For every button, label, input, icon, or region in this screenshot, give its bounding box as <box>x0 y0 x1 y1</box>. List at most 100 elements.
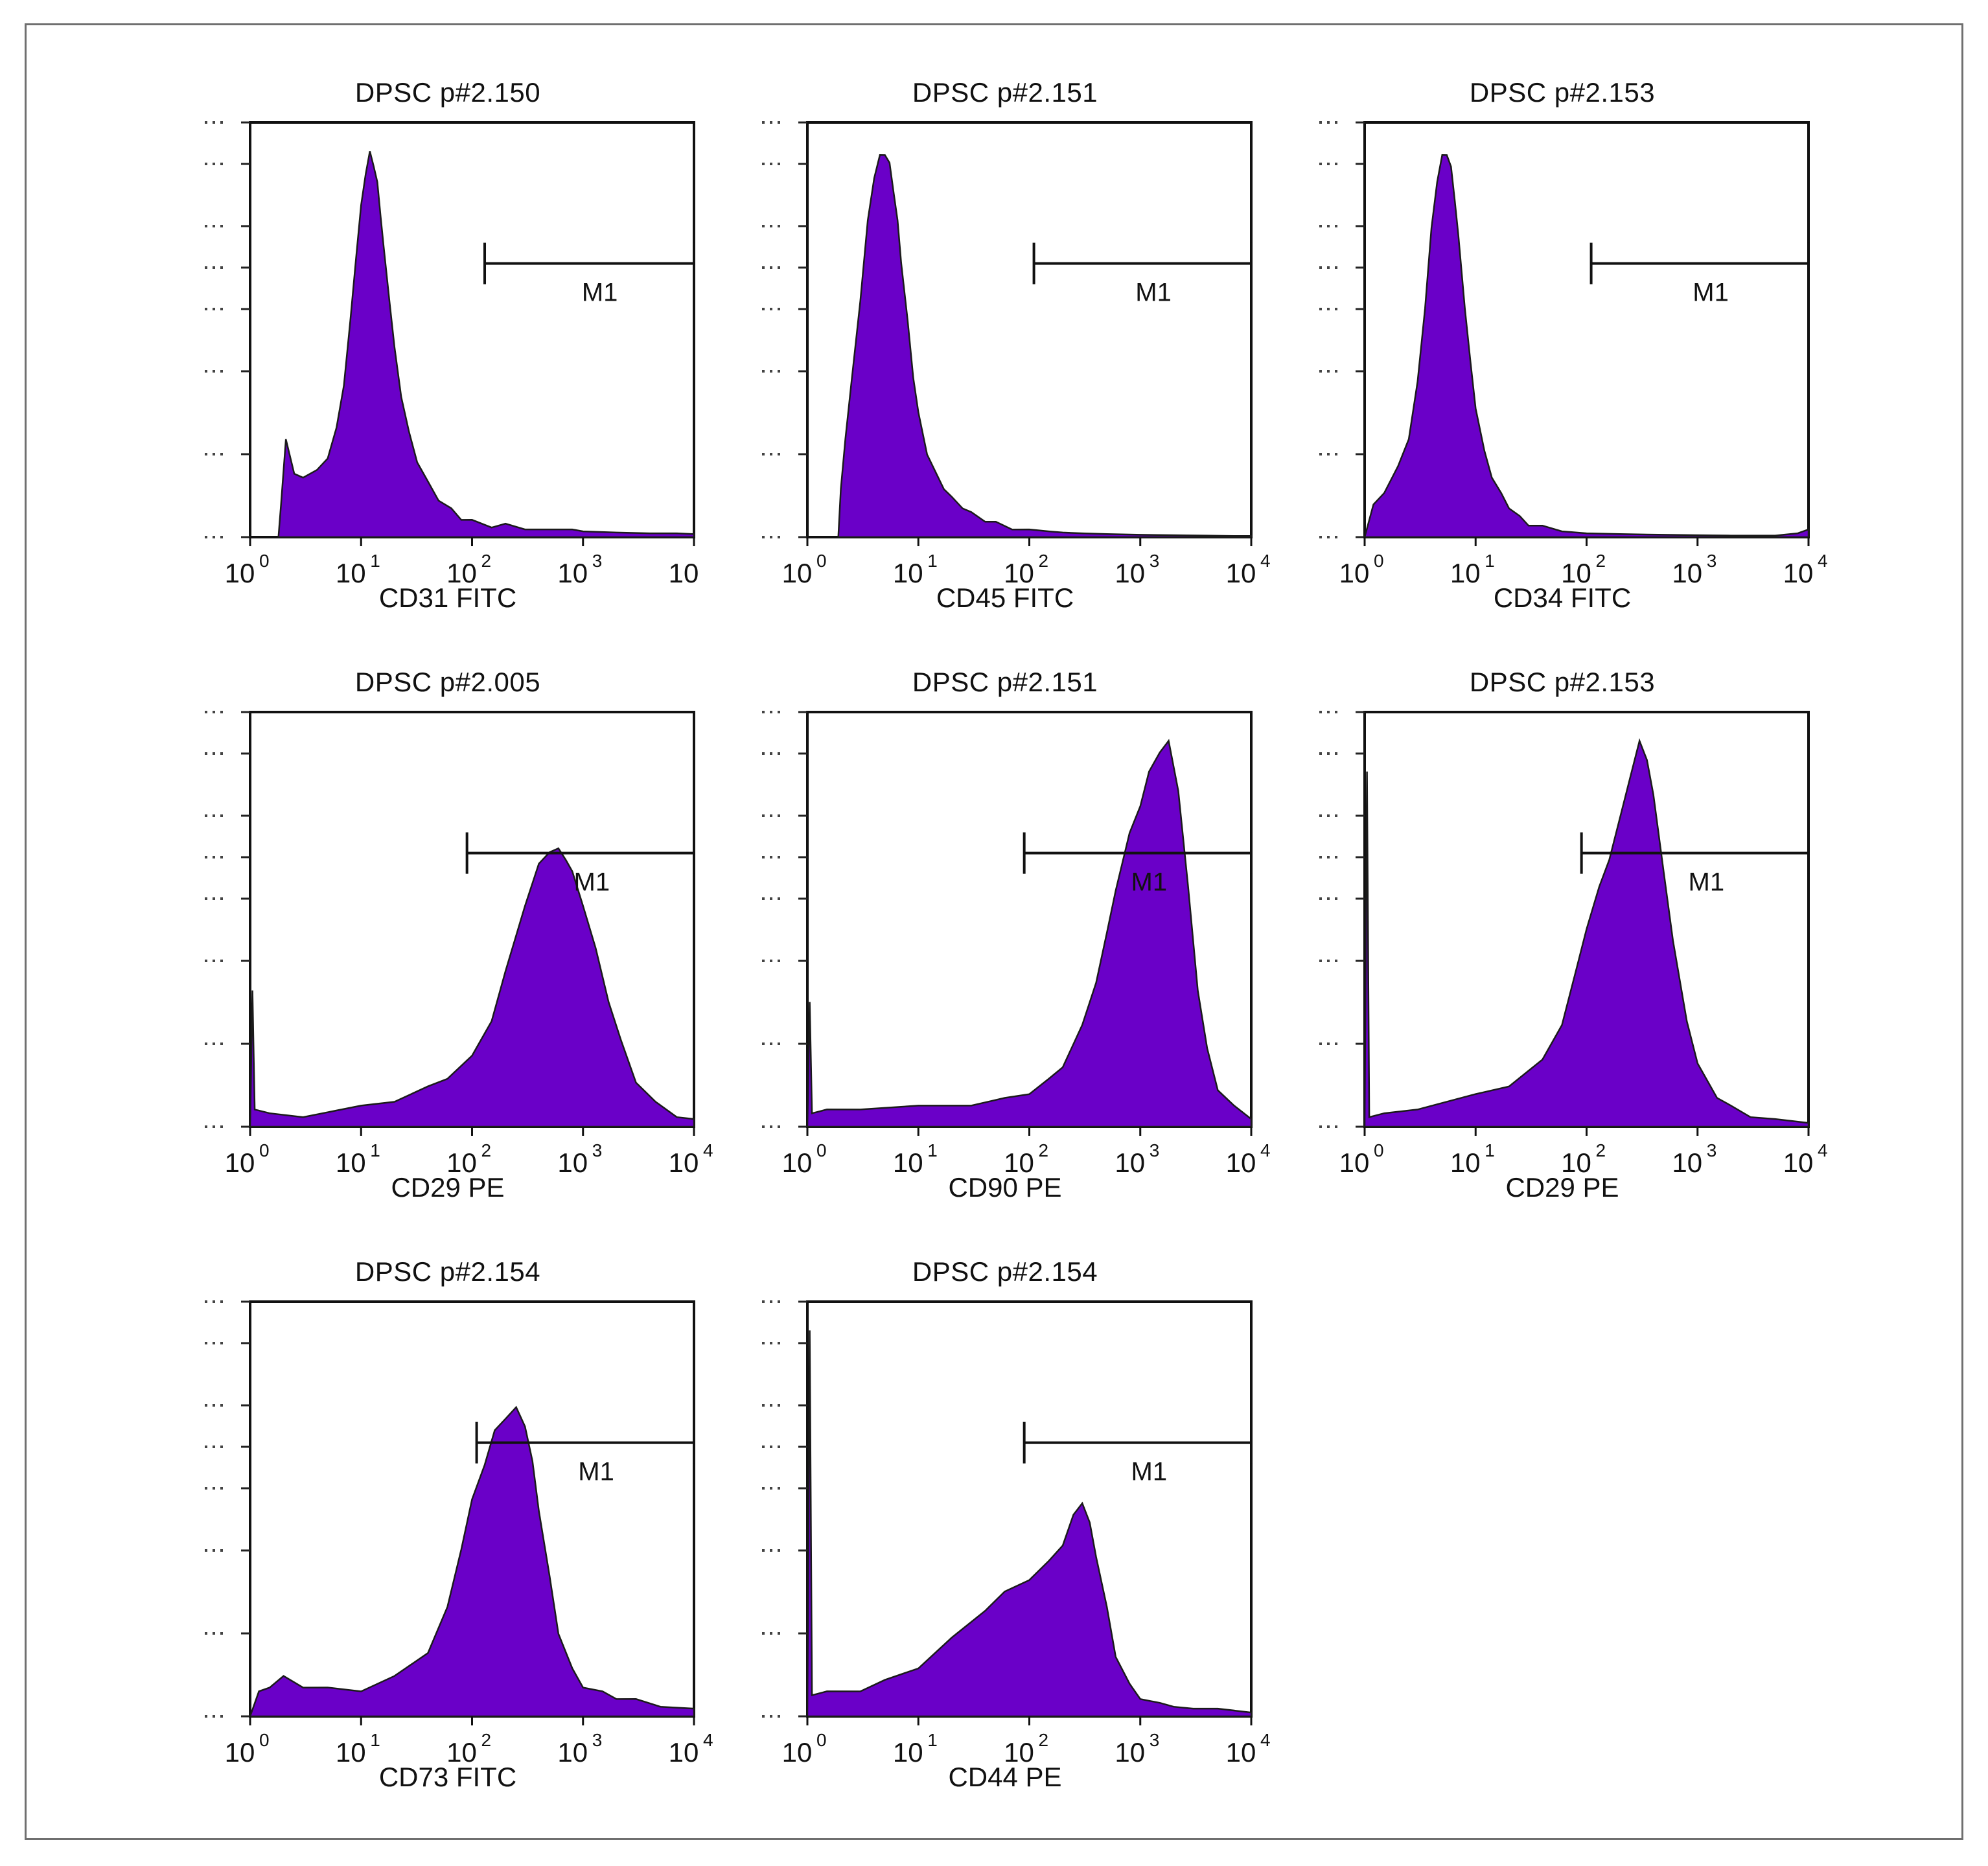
y-tick-dot <box>205 453 207 455</box>
gate-m1-label: M1 <box>1135 279 1172 307</box>
y-tick-dot <box>220 308 223 310</box>
y-tick-dot <box>213 1715 215 1718</box>
gate-m1-label: M1 <box>1131 1458 1168 1486</box>
x-tick-exponent: 3 <box>1707 1140 1717 1160</box>
y-tick-dot <box>762 370 765 373</box>
y-tick-dot <box>770 814 772 817</box>
x-tick-exponent: 1 <box>370 1140 380 1160</box>
y-tick-dot <box>770 1549 772 1552</box>
y-tick-dot <box>762 121 765 124</box>
histogram-panel-cd45: DPSC p#2.151 10 0 10 1 10 2 10 3 10 4 M1 CD45 FITC <box>688 77 1271 634</box>
y-tick-dot <box>220 1042 223 1045</box>
y-tick-dot <box>220 897 223 900</box>
y-tick-dot <box>1319 856 1322 858</box>
x-tick-exponent: 2 <box>1596 1140 1606 1160</box>
y-tick-dot <box>778 711 780 713</box>
y-tick-dot <box>205 1042 207 1045</box>
y-tick-dot <box>1319 752 1322 755</box>
x-axis-label: CD29 PE <box>391 1172 505 1203</box>
x-tick-exponent: 1 <box>1485 1140 1495 1160</box>
panel-title: DPSC p#2.154 <box>912 1256 1098 1287</box>
y-tick-dot <box>1327 856 1330 858</box>
histogram-panel-cd44: DPSC p#2.154 10 0 10 1 10 2 10 3 10 4 M1 CD44 PE <box>688 1256 1271 1814</box>
y-tick-dot <box>778 266 780 269</box>
y-tick-dot <box>762 1715 765 1718</box>
y-tick-dot <box>770 1125 772 1128</box>
y-tick-dot <box>770 1404 772 1407</box>
y-tick-dot <box>213 370 215 373</box>
y-tick-dot <box>213 121 215 124</box>
y-tick-dot <box>778 897 780 900</box>
x-tick-label: 10 <box>1783 1147 1814 1178</box>
y-tick-dot <box>213 1446 215 1448</box>
y-tick-dot <box>1319 1042 1322 1045</box>
y-tick-dot <box>1327 225 1330 227</box>
y-tick-dot <box>220 121 223 124</box>
y-tick-dot <box>762 453 765 455</box>
x-tick-exponent: 0 <box>816 1730 827 1750</box>
y-tick-dot <box>778 308 780 310</box>
y-tick-dot <box>770 536 772 538</box>
y-tick-dot <box>205 536 207 538</box>
x-tick-exponent: 1 <box>1485 551 1495 571</box>
y-tick-dot <box>220 1342 223 1344</box>
y-tick-dot <box>205 1446 207 1448</box>
y-tick-dot <box>205 1715 207 1718</box>
y-tick-dot <box>1327 1042 1330 1045</box>
x-tick-label: 10 <box>1226 1147 1256 1178</box>
y-tick-dot <box>1327 814 1330 817</box>
y-tick-dot <box>205 1632 207 1635</box>
x-tick-label: 10 <box>336 558 366 588</box>
y-tick-dot <box>220 1125 223 1128</box>
y-tick-dot <box>778 1042 780 1045</box>
y-tick-dot <box>778 1342 780 1344</box>
y-tick-dot <box>770 453 772 455</box>
gate-m1-label: M1 <box>574 868 610 897</box>
y-tick-dot <box>762 856 765 858</box>
y-tick-dot <box>213 308 215 310</box>
x-tick-exponent: 0 <box>816 1140 827 1160</box>
y-tick-dot <box>205 370 207 373</box>
x-axis-label: CD44 PE <box>948 1762 1062 1792</box>
y-tick-dot <box>205 897 207 900</box>
y-tick-dot <box>770 1632 772 1635</box>
x-tick-exponent: 4 <box>1260 1730 1271 1750</box>
histogram-area <box>806 739 1253 1128</box>
y-tick-dot <box>778 121 780 124</box>
y-tick-dot <box>1319 1125 1322 1128</box>
gate-m1-label: M1 <box>578 1458 614 1486</box>
y-tick-dot <box>1335 1125 1337 1128</box>
x-tick-label: 10 <box>1004 1147 1034 1178</box>
x-tick-label: 10 <box>1226 1737 1256 1768</box>
y-tick-dot <box>778 1487 780 1490</box>
y-tick-dot <box>1319 370 1322 373</box>
x-tick-exponent: 0 <box>259 551 270 571</box>
gate-m1-label: M1 <box>1689 868 1725 897</box>
y-tick-dot <box>762 1446 765 1448</box>
y-tick-dot <box>762 1125 765 1128</box>
x-tick-label: 10 <box>557 558 588 588</box>
y-tick-dot <box>1335 225 1337 227</box>
y-tick-dot <box>770 1342 772 1344</box>
x-tick-label: 10 <box>225 558 255 588</box>
y-tick-dot <box>213 1342 215 1344</box>
y-tick-dot <box>1335 536 1337 538</box>
x-tick-label: 10 <box>557 1737 588 1768</box>
y-tick-dot <box>213 453 215 455</box>
histogram-panel-cd31: DPSC p#2.150 10 0 10 1 10 2 10 3 10 M1 CD31 FITC <box>130 77 699 634</box>
y-tick-dot <box>1319 536 1322 538</box>
y-tick-dot <box>770 1715 772 1718</box>
x-tick-exponent: 3 <box>1150 1140 1160 1160</box>
x-tick-exponent: 4 <box>1260 551 1271 571</box>
y-tick-dot <box>762 266 765 269</box>
histogram-svg: 10 0 10 1 10 2 10 3 10 4M1 <box>762 121 1271 588</box>
x-tick-label: 10 <box>446 1737 477 1768</box>
y-tick-dot <box>770 370 772 373</box>
x-tick-exponent: 2 <box>481 551 492 571</box>
y-tick-dot <box>213 1632 215 1635</box>
y-tick-dot <box>770 856 772 858</box>
x-tick-exponent: 3 <box>1150 551 1160 571</box>
y-tick-dot <box>770 1042 772 1045</box>
y-tick-dot <box>1335 121 1337 124</box>
x-tick-label: 10 <box>1226 558 1256 588</box>
